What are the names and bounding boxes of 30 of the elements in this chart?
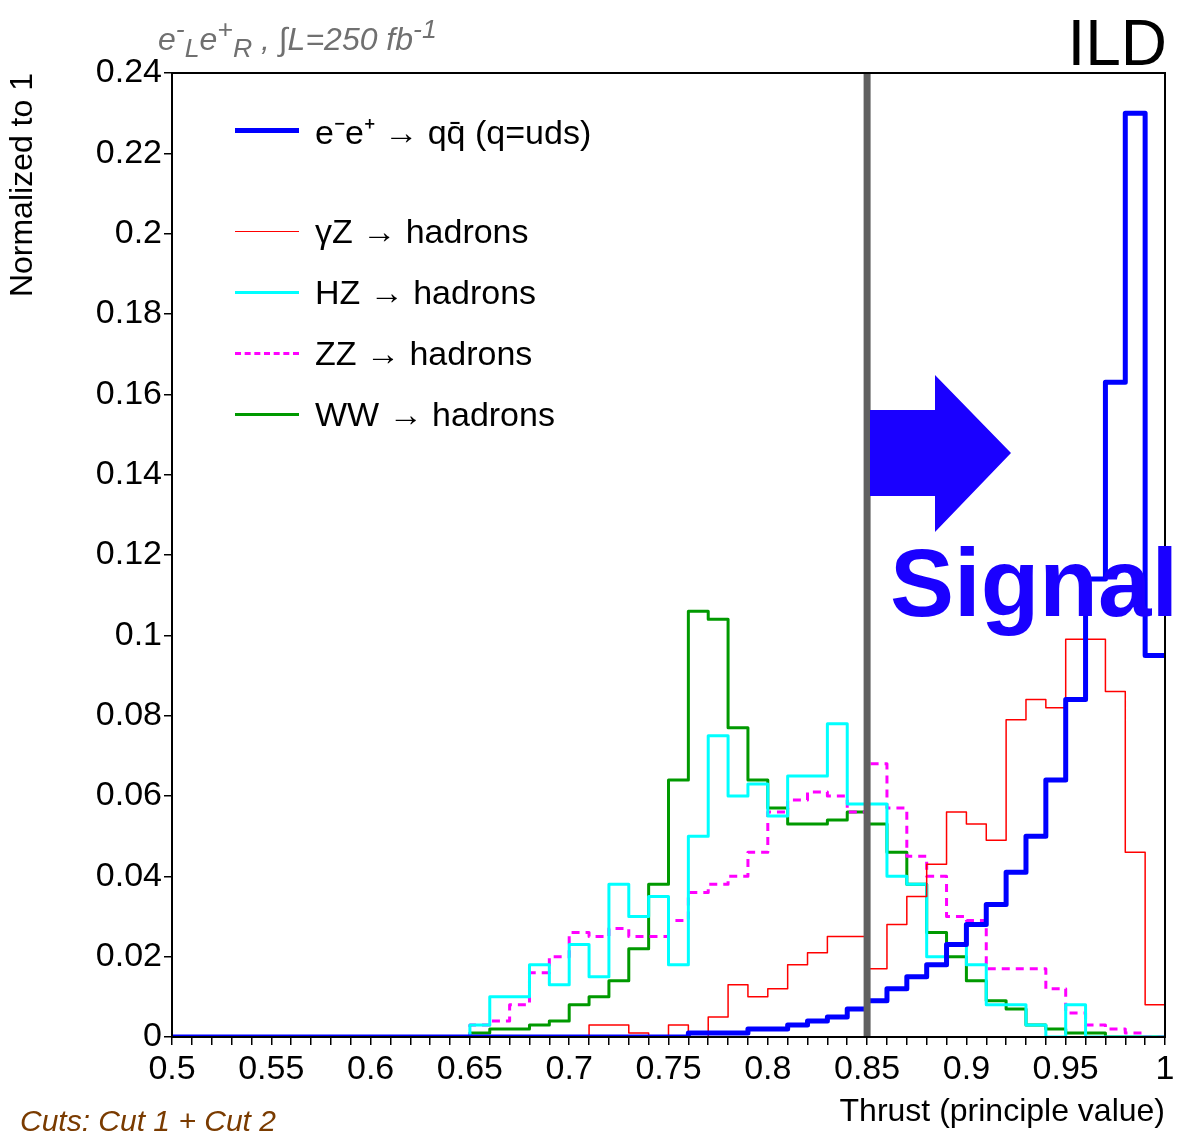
y-tick-label: 0.2 xyxy=(114,212,162,251)
legend-label: γZ → hadrons xyxy=(315,212,529,251)
y-tick-label: 0.02 xyxy=(95,935,162,974)
y-tick-label: 0.04 xyxy=(95,854,162,893)
x-tick-label: 0.65 xyxy=(436,1047,503,1086)
y-tick-label: 0.08 xyxy=(95,694,162,733)
y-tick-label: 0.18 xyxy=(95,292,162,331)
x-tick-label: 0.6 xyxy=(346,1047,395,1086)
x-axis-title: Thrust (principle value) xyxy=(839,1091,1165,1128)
y-tick-label: 0.22 xyxy=(95,131,162,170)
x-tick-label: 1 xyxy=(1155,1047,1175,1086)
y-axis-title: Normalized to 1 xyxy=(3,73,40,298)
y-tick-label: 0.14 xyxy=(95,453,162,492)
x-tick-label: 0.75 xyxy=(635,1047,702,1086)
y-tick-label: 0.16 xyxy=(95,372,162,411)
legend-label: ZZ → hadrons xyxy=(315,334,533,373)
text: Cuts: Cut 1 + Cut 2 xyxy=(20,1104,276,1135)
legend-label: e⁻e⁺ → qq̄ (q=uds) xyxy=(315,111,592,153)
y-tick-label: 0.12 xyxy=(95,533,162,572)
legend-label: HZ → hadrons xyxy=(315,273,537,312)
x-tick-label: 0.95 xyxy=(1032,1047,1099,1086)
annotation: ILD xyxy=(1067,6,1167,80)
x-tick-label: 0.9 xyxy=(942,1047,991,1086)
x-tick-label: 0.55 xyxy=(238,1047,305,1086)
x-tick-label: 0.8 xyxy=(744,1047,792,1086)
legend-label: WW → hadrons xyxy=(315,395,555,434)
y-tick-label: 0.06 xyxy=(95,774,162,813)
x-tick-label: 0.85 xyxy=(834,1047,901,1086)
y-tick-label: 0.1 xyxy=(114,613,162,652)
x-tick-label: 0.7 xyxy=(545,1047,593,1086)
